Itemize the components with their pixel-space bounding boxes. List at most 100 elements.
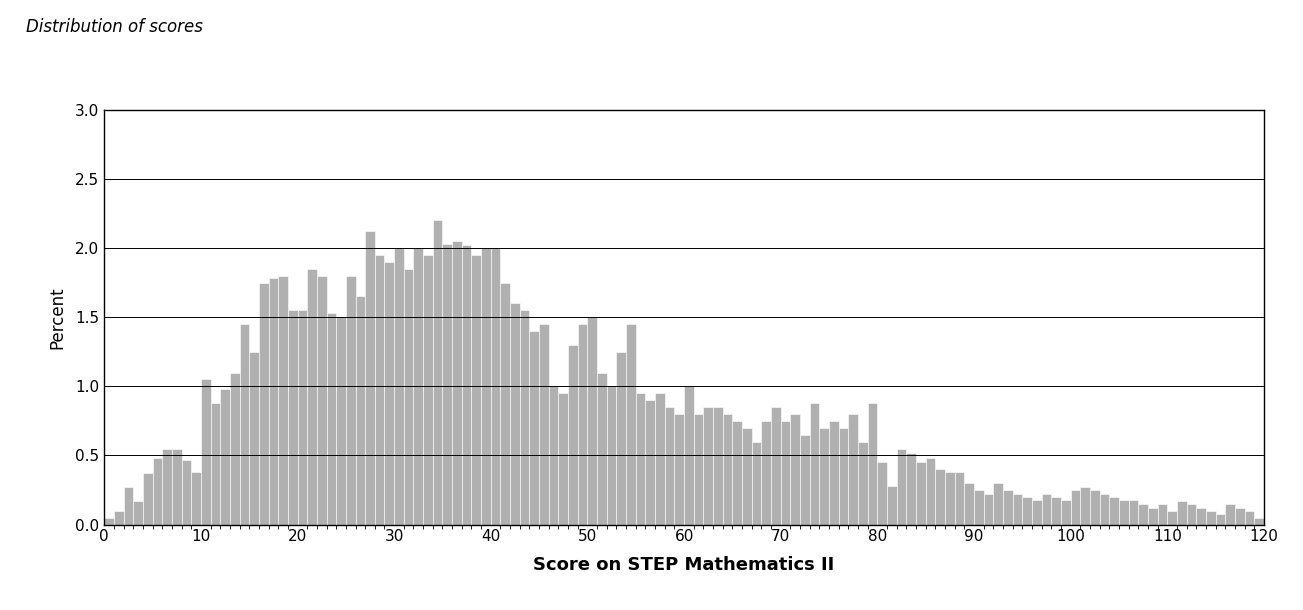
Bar: [665, 407, 675, 525]
Bar: [491, 248, 500, 525]
Bar: [1216, 514, 1225, 525]
Bar: [152, 458, 162, 525]
Bar: [394, 248, 404, 525]
Bar: [384, 262, 394, 525]
Bar: [365, 231, 375, 525]
Text: Distribution of scores: Distribution of scores: [26, 18, 203, 37]
Bar: [945, 472, 955, 525]
Bar: [839, 428, 848, 525]
Bar: [413, 248, 423, 525]
Bar: [936, 469, 945, 525]
Bar: [1167, 511, 1177, 525]
Bar: [317, 276, 327, 525]
Bar: [752, 442, 761, 525]
Bar: [791, 414, 800, 525]
Bar: [588, 317, 597, 525]
Bar: [655, 393, 665, 525]
Bar: [220, 389, 229, 525]
Bar: [732, 421, 741, 525]
Bar: [211, 403, 220, 525]
Bar: [1244, 511, 1255, 525]
Bar: [529, 331, 539, 525]
Bar: [761, 421, 771, 525]
Bar: [1080, 487, 1089, 525]
Bar: [124, 487, 133, 525]
Bar: [201, 379, 211, 525]
Bar: [771, 407, 780, 525]
Bar: [1196, 508, 1205, 525]
Bar: [143, 473, 152, 525]
Bar: [829, 421, 839, 525]
Bar: [848, 414, 857, 525]
Bar: [625, 324, 636, 525]
Bar: [259, 282, 268, 525]
Bar: [268, 279, 278, 525]
Bar: [693, 414, 704, 525]
Bar: [172, 448, 181, 525]
Bar: [684, 386, 693, 525]
Bar: [645, 400, 655, 525]
Bar: [887, 486, 896, 525]
Bar: [452, 241, 461, 525]
Bar: [104, 518, 113, 525]
Bar: [675, 414, 684, 525]
Bar: [964, 483, 973, 525]
Bar: [820, 428, 829, 525]
Bar: [327, 313, 336, 525]
Bar: [1177, 501, 1187, 525]
Bar: [925, 458, 936, 525]
Bar: [1109, 497, 1119, 525]
Bar: [433, 220, 443, 525]
Bar: [539, 324, 549, 525]
Bar: [356, 296, 365, 525]
Bar: [877, 462, 887, 525]
Bar: [1100, 494, 1109, 525]
Bar: [336, 317, 345, 525]
Bar: [809, 403, 820, 525]
Bar: [461, 245, 472, 525]
Bar: [559, 393, 568, 525]
Bar: [868, 403, 877, 525]
Bar: [984, 494, 993, 525]
Bar: [907, 453, 916, 525]
Bar: [1041, 494, 1052, 525]
Bar: [1071, 490, 1080, 525]
Bar: [1255, 518, 1264, 525]
Bar: [520, 310, 529, 525]
Bar: [288, 310, 297, 525]
Bar: [181, 459, 192, 525]
Bar: [1187, 504, 1196, 525]
Bar: [443, 244, 452, 525]
Bar: [955, 472, 964, 525]
Y-axis label: Percent: Percent: [48, 286, 66, 348]
Bar: [549, 386, 559, 525]
Bar: [1128, 500, 1139, 525]
Bar: [297, 310, 308, 525]
Bar: [973, 490, 984, 525]
Bar: [1148, 508, 1157, 525]
Bar: [133, 501, 143, 525]
Bar: [1139, 504, 1148, 525]
Bar: [375, 255, 384, 525]
Bar: [229, 373, 240, 525]
Bar: [741, 428, 752, 525]
Bar: [723, 414, 732, 525]
Bar: [162, 448, 172, 525]
Bar: [509, 303, 520, 525]
Bar: [404, 269, 413, 525]
Bar: [1235, 508, 1244, 525]
Bar: [1052, 497, 1061, 525]
Bar: [568, 345, 577, 525]
Bar: [1012, 494, 1023, 525]
Bar: [800, 435, 809, 525]
Bar: [1089, 490, 1100, 525]
Bar: [500, 282, 509, 525]
Bar: [896, 448, 907, 525]
Bar: [279, 276, 288, 525]
Bar: [1032, 500, 1041, 525]
Bar: [916, 462, 925, 525]
Bar: [472, 255, 481, 525]
Bar: [1119, 500, 1128, 525]
Bar: [597, 373, 607, 525]
Bar: [308, 269, 317, 525]
